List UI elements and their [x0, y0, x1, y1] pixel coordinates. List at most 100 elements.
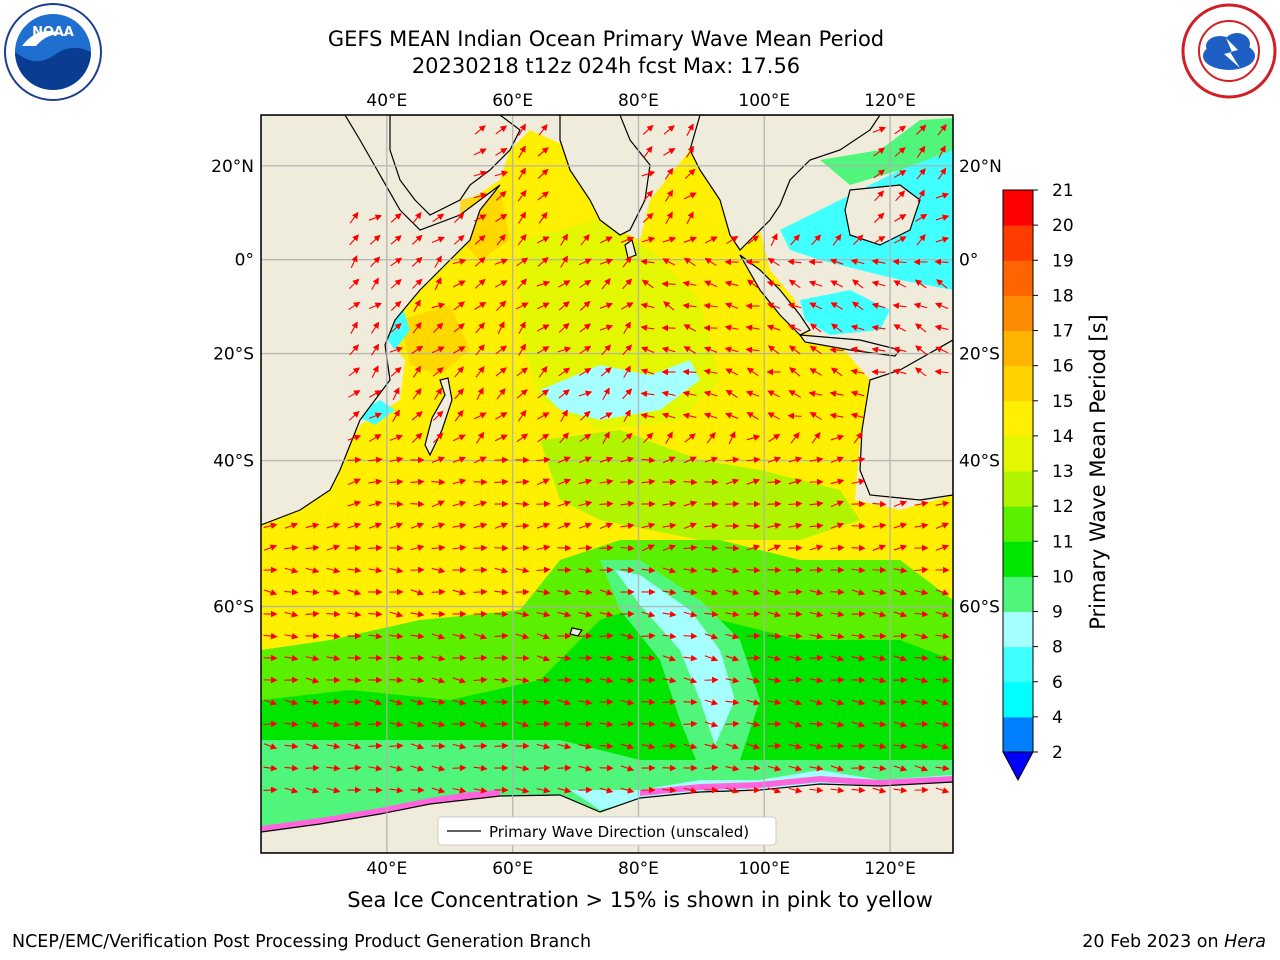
wave-direction-arrow	[432, 410, 444, 421]
wave-direction-arrow	[389, 765, 404, 772]
wave-direction-arrow	[872, 677, 887, 684]
wave-direction-arrow	[410, 522, 425, 529]
wave-direction-arrow	[684, 168, 696, 179]
wave-direction-arrow	[704, 522, 719, 530]
colorbar-segment	[1003, 611, 1033, 648]
wave-direction-arrow	[872, 611, 887, 618]
wave-direction-arrow	[683, 236, 698, 243]
wave-direction-arrow	[347, 589, 362, 596]
wave-direction-arrow	[347, 478, 361, 486]
colorbar-label: Primary Wave Mean Period [s]	[1086, 314, 1110, 630]
wave-direction-arrow	[389, 478, 404, 486]
wave-direction-arrow	[494, 434, 508, 442]
wave-direction-arrow	[850, 258, 865, 265]
wave-direction-arrow	[788, 345, 801, 355]
wave-direction-arrow	[475, 365, 485, 378]
wave-direction-arrow	[851, 566, 866, 574]
wave-direction-arrow	[745, 346, 760, 354]
wave-direction-arrow	[410, 765, 425, 772]
wave-direction-arrow	[683, 611, 698, 618]
wave-direction-arrow	[662, 236, 677, 243]
wave-direction-arrow	[389, 742, 404, 750]
lon-tick-label-top: 60°E	[492, 91, 533, 111]
wave-direction-arrow	[914, 742, 929, 750]
wave-direction-arrow	[536, 522, 551, 529]
wave-direction-arrow	[347, 434, 362, 441]
wave-direction-arrow	[515, 544, 530, 552]
wave-direction-arrow	[892, 258, 907, 266]
wave-direction-arrow	[389, 611, 404, 618]
wave-direction-arrow	[850, 368, 865, 376]
wave-direction-arrow	[410, 699, 425, 706]
colorbar-tick-label: 4	[1052, 708, 1063, 728]
wave-direction-arrow	[915, 345, 927, 355]
wave-direction-arrow	[643, 190, 654, 202]
wave-direction-arrow	[725, 500, 740, 508]
wave-direction-arrow	[497, 321, 505, 335]
wave-direction-arrow	[537, 256, 549, 267]
wave-direction-arrow	[683, 522, 698, 530]
wave-direction-arrow	[641, 743, 656, 750]
wave-direction-arrow	[663, 301, 675, 311]
wave-direction-arrow	[788, 390, 801, 398]
wave-direction-arrow	[431, 677, 446, 684]
wave-direction-arrow	[410, 676, 425, 684]
wave-direction-arrow	[873, 169, 886, 179]
colorbar-tick-label: 19	[1052, 251, 1074, 271]
wave-direction-arrow	[413, 365, 422, 378]
wave-direction-arrow	[579, 433, 592, 443]
wave-direction-arrow	[600, 367, 612, 377]
wave-direction-arrow	[473, 500, 488, 507]
wave-direction-arrow	[350, 255, 358, 269]
wave-direction-arrow	[872, 126, 887, 133]
wave-direction-arrow	[829, 346, 844, 354]
wave-direction-arrows	[263, 123, 950, 794]
wave-direction-arrow	[871, 280, 886, 287]
wave-direction-arrow	[453, 234, 465, 245]
wave-direction-arrow	[830, 302, 843, 310]
wave-direction-arrow	[558, 322, 570, 333]
wave-direction-arrow	[643, 145, 653, 158]
wave-direction-arrow	[808, 280, 823, 287]
wave-direction-arrow	[578, 544, 593, 552]
lat-tick-label-right: 20°N	[959, 157, 1002, 177]
wave-direction-arrow	[725, 389, 738, 398]
wave-direction-arrow	[830, 632, 845, 640]
wave-direction-arrow	[305, 764, 320, 772]
wave-direction-arrow	[704, 655, 719, 662]
lat-tick-label-right: 60°S	[959, 598, 1000, 618]
wave-direction-arrow	[536, 611, 551, 618]
nws-logo	[1181, 3, 1277, 99]
wave-direction-arrow	[620, 676, 635, 684]
wave-direction-arrow	[767, 655, 782, 662]
colorbar-tick-label: 11	[1052, 532, 1074, 552]
wave-direction-arrow	[599, 258, 614, 265]
wave-direction-arrow	[683, 324, 696, 332]
wave-direction-arrow	[371, 277, 379, 290]
wave-direction-arrow	[347, 566, 362, 574]
wave-direction-arrow	[452, 544, 467, 552]
wave-direction-arrow	[599, 522, 614, 529]
colorbar-segment	[1003, 471, 1033, 507]
wave-direction-arrow	[767, 544, 781, 552]
wave-direction-arrow	[682, 390, 697, 397]
wave-direction-arrow	[640, 390, 655, 398]
wave-direction-arrow	[371, 343, 380, 356]
wave-direction-arrow	[787, 258, 802, 266]
wave-direction-arrow	[347, 456, 362, 464]
wave-direction-arrow	[390, 366, 402, 377]
wave-direction-arrow	[578, 698, 593, 706]
wave-direction-arrow	[641, 478, 656, 486]
wave-direction-arrow	[704, 280, 718, 288]
wave-direction-arrow	[347, 720, 362, 728]
wave-direction-arrow	[494, 522, 509, 529]
wave-direction-arrow	[641, 170, 656, 177]
wave-direction-arrow	[830, 456, 845, 463]
wave-direction-arrow	[305, 787, 320, 794]
wave-direction-arrow	[369, 434, 382, 442]
wave-direction-arrow	[473, 786, 488, 794]
wave-direction-arrow	[452, 258, 467, 265]
wave-direction-arrow	[851, 632, 866, 640]
wave-direction-arrow	[665, 431, 673, 444]
wave-direction-arrow	[766, 302, 781, 309]
